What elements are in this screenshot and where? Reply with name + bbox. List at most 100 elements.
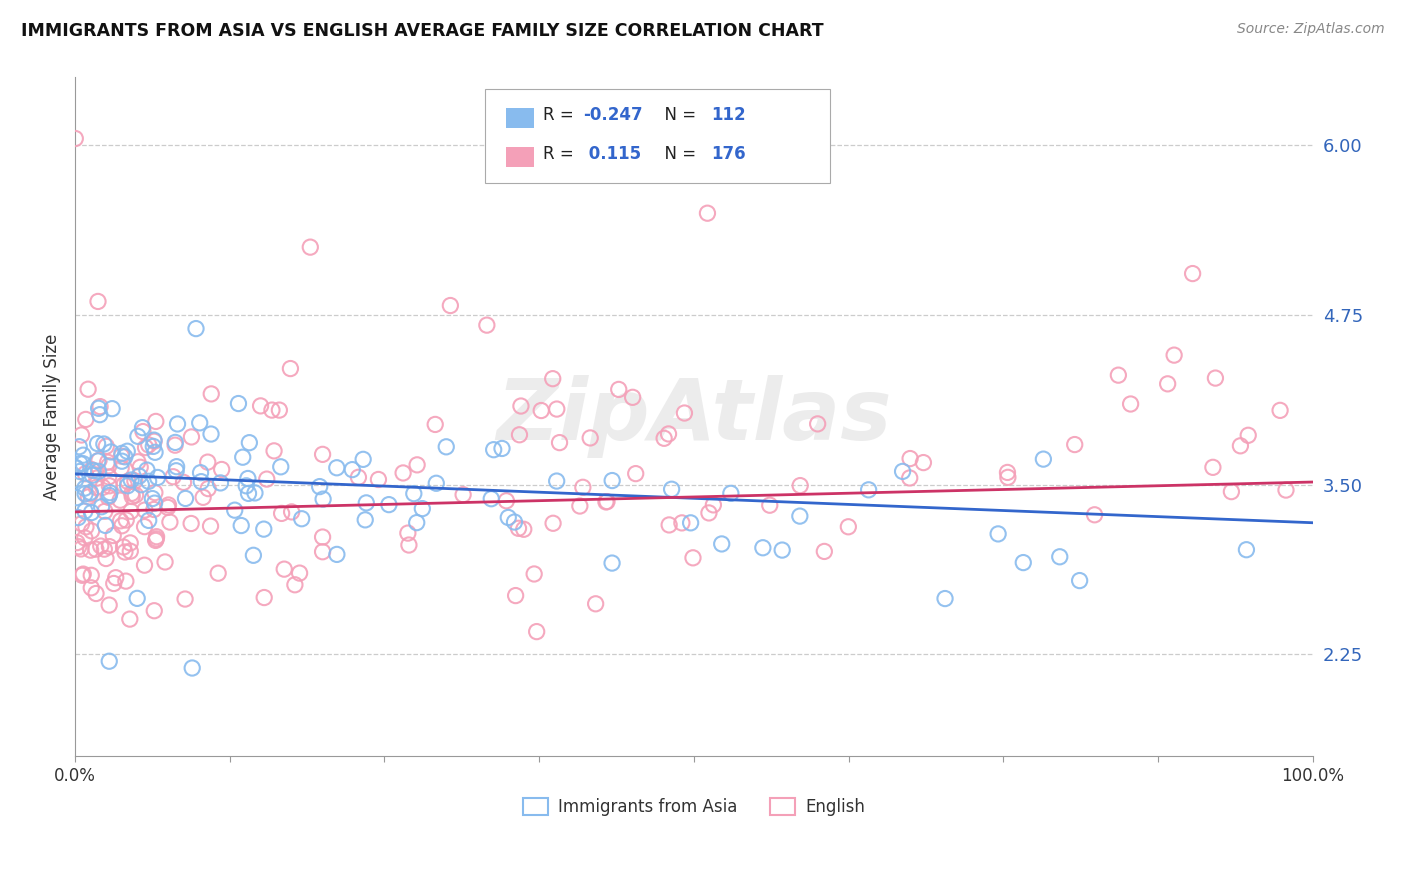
- Point: [352, 452, 374, 467]
- Point: [392, 466, 415, 480]
- Point: [273, 562, 295, 576]
- Point: [224, 503, 246, 517]
- Point: [142, 433, 165, 447]
- Point: [1119, 397, 1142, 411]
- Point: [115, 574, 138, 588]
- Point: [184, 321, 207, 335]
- Point: [600, 556, 623, 570]
- Point: [541, 516, 564, 531]
- Point: [117, 475, 139, 489]
- Point: [595, 495, 617, 509]
- Point: [661, 482, 683, 496]
- Point: [124, 488, 146, 502]
- Point: [209, 475, 232, 490]
- Point: [1236, 542, 1258, 557]
- Point: [84, 542, 107, 557]
- Point: [120, 544, 142, 558]
- Point: [72, 448, 94, 462]
- Point: [69, 465, 91, 479]
- Point: [98, 479, 121, 493]
- Point: [679, 516, 702, 530]
- Point: [65, 491, 87, 505]
- Point: [288, 566, 311, 580]
- Point: [127, 429, 149, 443]
- Point: [98, 654, 121, 668]
- Point: [75, 487, 97, 501]
- Point: [138, 513, 160, 527]
- Point: [1032, 452, 1054, 467]
- Point: [173, 475, 195, 490]
- Point: [73, 481, 96, 495]
- Point: [120, 504, 142, 518]
- Point: [117, 479, 139, 493]
- Point: [115, 513, 138, 527]
- Text: 176: 176: [711, 145, 747, 163]
- Point: [260, 403, 283, 417]
- Point: [891, 464, 914, 478]
- Point: [190, 475, 212, 489]
- Point: [111, 454, 134, 468]
- Point: [80, 581, 103, 595]
- Point: [495, 493, 517, 508]
- Point: [181, 661, 204, 675]
- Point: [720, 486, 742, 500]
- Point: [110, 461, 132, 475]
- Point: [425, 476, 447, 491]
- Point: [112, 477, 135, 491]
- Point: [526, 624, 548, 639]
- Point: [70, 541, 93, 556]
- Point: [510, 399, 533, 413]
- Point: [94, 551, 117, 566]
- Point: [80, 568, 103, 582]
- Point: [1049, 549, 1071, 564]
- Point: [356, 496, 378, 510]
- Point: [498, 510, 520, 524]
- Point: [91, 480, 114, 494]
- Point: [153, 555, 176, 569]
- Point: [143, 604, 166, 618]
- Point: [124, 474, 146, 488]
- Point: [508, 521, 530, 535]
- Point: [127, 455, 149, 469]
- Point: [671, 516, 693, 530]
- Point: [236, 471, 259, 485]
- Point: [87, 401, 110, 416]
- Point: [523, 566, 546, 581]
- Point: [100, 445, 122, 459]
- Point: [858, 483, 880, 497]
- Point: [114, 450, 136, 464]
- Point: [253, 591, 276, 605]
- Point: [596, 494, 619, 508]
- Point: [86, 471, 108, 485]
- Point: [673, 406, 696, 420]
- Point: [912, 456, 935, 470]
- Point: [121, 486, 143, 500]
- Point: [128, 469, 150, 483]
- Point: [156, 500, 179, 515]
- Point: [146, 470, 169, 484]
- Point: [541, 372, 564, 386]
- Point: [79, 543, 101, 558]
- Point: [89, 400, 111, 414]
- Point: [93, 542, 115, 557]
- Point: [231, 518, 253, 533]
- Point: [166, 417, 188, 431]
- Point: [624, 467, 647, 481]
- Point: [69, 457, 91, 471]
- Point: [129, 460, 152, 475]
- Point: [87, 453, 110, 467]
- Point: [434, 440, 457, 454]
- Point: [505, 589, 527, 603]
- Point: [114, 545, 136, 559]
- Point: [143, 496, 166, 510]
- Point: [165, 438, 187, 452]
- Point: [120, 536, 142, 550]
- Point: [104, 571, 127, 585]
- Point: [311, 545, 333, 559]
- Point: [84, 586, 107, 600]
- Point: [93, 437, 115, 451]
- Text: R =: R =: [543, 145, 579, 163]
- Point: [77, 490, 100, 504]
- Point: [228, 396, 250, 410]
- Point: [813, 544, 835, 558]
